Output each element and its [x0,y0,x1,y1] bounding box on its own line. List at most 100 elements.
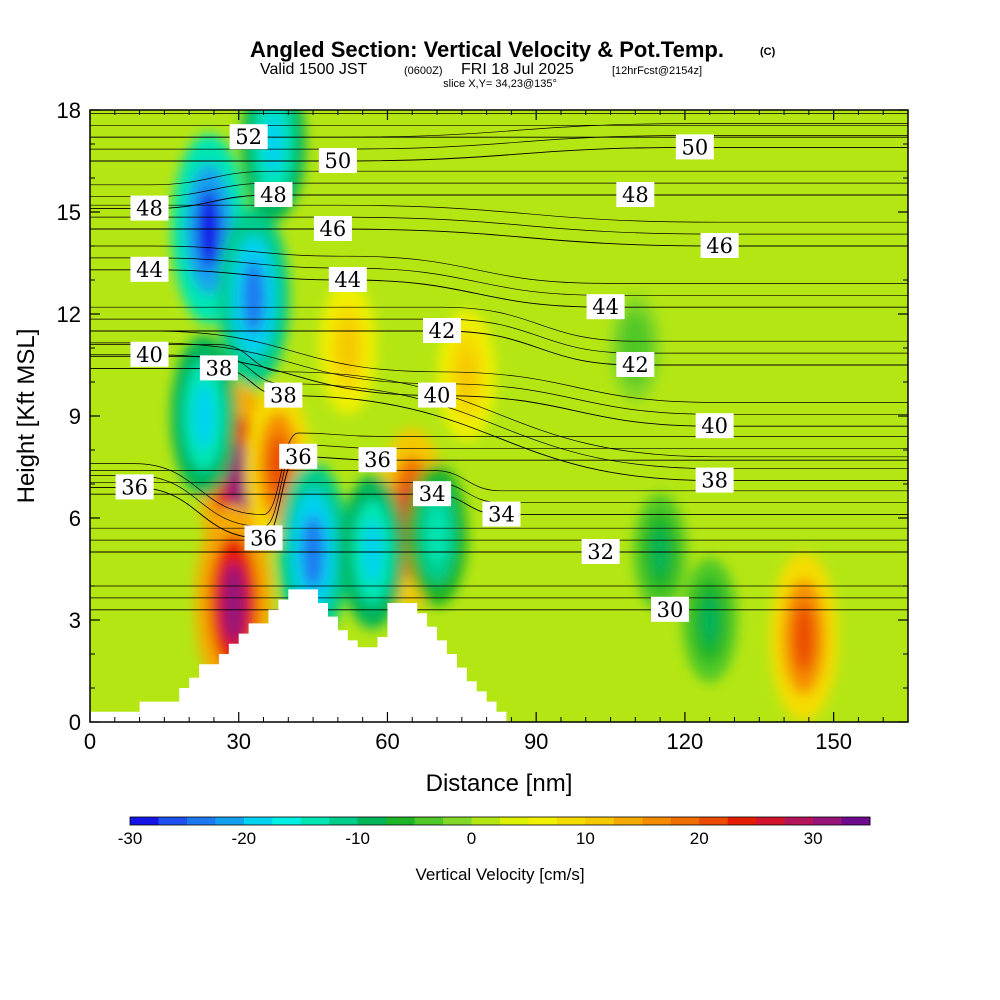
contour-label-26: 30 [651,596,690,622]
contour-label-15: 40 [695,413,734,439]
colorbar: -30 -20 -10 0 10 20 30 [118,816,871,848]
isentrope-42 [90,330,908,366]
contour-label-box [695,413,734,439]
isentrope-46-minor-0 [90,216,908,235]
contour-label-box [413,481,452,507]
terrain [90,589,507,722]
colorbar-swatch [243,817,273,825]
isentrope-34-minor-1 [90,470,908,492]
subtitle-zulu: (0600Z) [404,65,443,77]
contour-label-box [229,124,268,150]
contour-label-box [115,474,154,500]
slice-label: slice X,Y= 34,23@135° [443,78,557,90]
isentrope-38 [90,367,908,482]
contour-label-text: 48 [622,183,649,207]
colorbar-swatch [357,817,387,825]
colorbar-label: Vertical Velocity [cm/s] [415,865,584,884]
contour-label-12: 42 [616,352,655,377]
colorbar-swatch [500,817,529,825]
contour-label-16: 38 [199,355,238,381]
colorbar-frame [129,816,871,826]
colorbar-swatch [414,817,444,825]
contour-label-text: 46 [706,234,733,258]
y-tick-label: 18 [57,98,81,123]
contour-label-text: 32 [587,540,614,564]
contour-label-text: 40 [424,384,451,408]
contour-label-text: 48 [260,183,287,207]
x-axis: 0 30 60 90 120 150 [84,110,884,754]
contour-label-box [130,256,169,282]
contour-label-box [264,382,303,408]
y-tick-label: 12 [57,302,81,327]
plot-area: 52 50 50 48 48 48 46 46 44 44 44 42 42 40 40 40 38 38 38 36… [90,110,908,722]
colorbar-swatch [215,817,245,825]
y-tick-label: 3 [69,608,81,633]
velocity-core-14 [701,594,719,646]
subtitle-date: FRI 18 Jul 2025 [461,61,574,78]
contour-label-6: 46 [313,216,352,241]
x-tick-label: 30 [226,729,250,754]
contour-label-text: 36 [121,475,148,499]
colorbar-swatch [158,817,188,825]
contour-label-2: 50 [675,134,714,160]
contour-label-23: 34 [413,481,452,507]
velocity-core-10 [193,383,215,449]
colorbar-swatch [813,817,843,825]
y-tick-label: 9 [69,404,81,429]
x-tick-label: 90 [524,729,548,754]
colorbar-tick-label: -10 [345,829,370,848]
isentrope-48-minor-1 [90,170,908,186]
contour-label-1: 50 [318,148,357,173]
contour-label-13: 40 [130,341,169,367]
colorbar-swatch [756,817,786,825]
contour-label-18: 38 [695,467,734,493]
contour-label-text: 44 [592,295,619,319]
colorbar-swatch [556,817,586,825]
contour-label-text: 44 [334,268,361,292]
contour-label-3: 48 [130,195,169,221]
chart-title: Angled Section: Vertical Velocity & Pot.… [250,37,724,62]
contour-label-text: 42 [429,319,456,343]
colorbar-tick-label: 20 [690,829,709,848]
contour-label-text: 38 [701,469,728,493]
x-tick-label: 60 [375,729,399,754]
contour-label-box [675,134,714,160]
velocity-core-1 [221,562,246,644]
contour-label-text: 36 [250,526,277,550]
contour-label-box [616,182,655,207]
contour-label-box [130,341,169,367]
contour-label-box [313,216,352,241]
colorbar-swatch [784,817,814,825]
contour-label-text: 48 [136,197,163,221]
contour-label-9: 44 [328,267,367,292]
y-tick-label: 15 [57,200,81,225]
contour-label-box [279,443,318,469]
contour-label-box [482,501,521,527]
colorbar-tick-label: -30 [118,829,143,848]
x-axis-label: Distance [nm] [426,770,573,797]
colorbar-swatch [386,817,416,825]
chart-header: Angled Section: Vertical Velocity & Pot.… [250,37,776,90]
colorbar-tick-label: 10 [576,829,595,848]
contour-label-box [244,525,283,551]
contour-label-4: 48 [254,182,293,207]
contour-label-14: 40 [418,382,457,408]
contour-label-box [695,467,734,493]
contour-labels: 52 50 50 48 48 48 46 46 44 44 44 42 42 40 40 40 38 38 38 36… [115,124,739,622]
colorbar-swatch [471,817,501,825]
contour-label-text: 34 [419,482,446,506]
contour-label-box [616,352,655,377]
y-tick-label: 6 [69,506,81,531]
colorbar-swatch [300,817,330,825]
contour-label-box [651,596,690,622]
contour-label-17: 38 [264,382,303,408]
x-tick-label: 120 [667,729,704,754]
isentrope-42-minor-1 [90,306,908,342]
contour-label-text: 38 [206,356,233,380]
contour-label-10: 44 [586,294,625,320]
velocity-core-5 [338,321,357,375]
colorbar-swatch [528,817,558,825]
contour-label-text: 50 [325,149,352,173]
contour-label-box [581,539,620,564]
